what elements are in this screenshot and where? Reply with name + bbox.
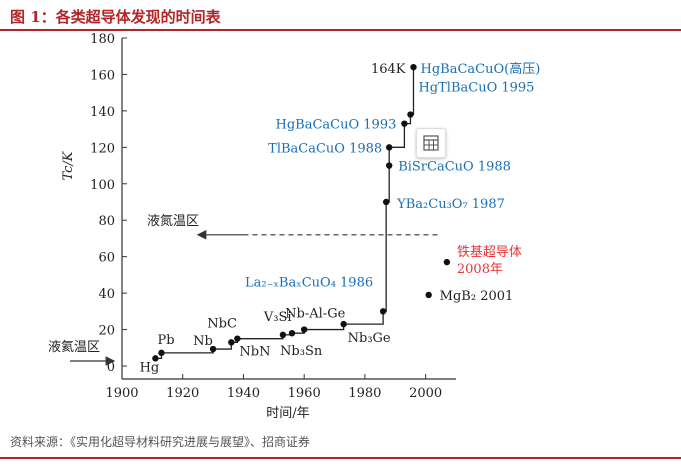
data-label: MgB₂ 2001 [440, 289, 514, 304]
data-point [443, 258, 451, 266]
data-label: Nb-Al-Ge [285, 307, 345, 322]
y-tick-label: 140 [90, 105, 115, 120]
x-axis-label: 时间/年 [266, 406, 309, 421]
record-point [234, 335, 241, 342]
record-step-line [155, 67, 415, 359]
record-point [407, 111, 414, 118]
title-divider [0, 29, 681, 31]
y-axis-label: Tc/K [61, 150, 76, 180]
data-label: HgTlBaCuO 1995 [418, 81, 534, 96]
figure-title: 图 1：各类超导体发现的时间表 [10, 8, 221, 26]
record-point [386, 162, 393, 169]
record-point [158, 349, 165, 357]
data-label: NbC [207, 316, 237, 331]
record-point [152, 355, 159, 362]
bottom-divider [0, 457, 681, 459]
source-note: 资料来源：《实用化超导材料研究进展与展望》、招商证券 [10, 435, 311, 449]
data-label: Nb [193, 334, 213, 349]
x-tick-label: 1900 [105, 386, 138, 401]
record-point [379, 308, 387, 315]
table-grid-icon [423, 135, 439, 151]
y-tick-label: 100 [90, 178, 115, 193]
record-point [401, 120, 408, 127]
data-label: 2008年 [457, 262, 503, 277]
data-label: BiSrCaCuO 1988 [398, 160, 511, 175]
data-label: Nb₃Sn [280, 344, 323, 359]
data-label: Pb [157, 333, 174, 348]
data-label: HgBaCaCuO 1993 [276, 118, 397, 133]
record-point [288, 330, 296, 337]
data-label: V₃Si [263, 310, 292, 325]
record-point [279, 331, 287, 339]
chart: 0 20 40 60 80 100 120 140 160 180 1900 1920 1940 1960… [48, 32, 540, 421]
y-tick-label: 120 [90, 141, 115, 156]
data-label: 铁基超导体 [457, 245, 522, 260]
record-point [209, 345, 217, 353]
record-point [300, 326, 308, 333]
data-label: YBa₂Cu₃O₇ 1987 [396, 197, 505, 212]
data-label: La₂₋ₓBaₓCuO₄ 1986 [245, 275, 373, 290]
record-point [386, 144, 393, 151]
y-tick-label: 40 [98, 287, 115, 302]
record-point [382, 198, 390, 206]
data-label: HgBaCaCuO(高压) [420, 61, 540, 77]
x-tick-label: 1960 [288, 386, 321, 401]
liquid-helium-label: 液氦温区 [48, 340, 100, 355]
data-label: 164K [371, 62, 406, 77]
table-view-button[interactable] [416, 128, 446, 158]
y-tick-label: 20 [98, 324, 115, 339]
data-label: Nb₃Ge [348, 331, 391, 346]
record-point [228, 339, 235, 346]
data-label: Hg [140, 360, 160, 375]
y-tick-label: 60 [98, 251, 115, 266]
x-tick-label: 2000 [409, 386, 442, 401]
data-label: TlBaCaCuO 1988 [268, 141, 382, 156]
x-tick-label: 1940 [227, 386, 260, 401]
data-label: NbN [239, 345, 270, 360]
y-tick-label: 160 [90, 68, 115, 83]
data-point [425, 291, 432, 299]
y-tick-label: 80 [98, 214, 115, 229]
x-tick-label: 1920 [166, 386, 199, 401]
record-point [340, 320, 347, 328]
liquid-nitrogen-label: 液氮温区 [147, 214, 199, 229]
x-tick-label: 1980 [348, 386, 381, 401]
y-tick-label: 0 [107, 360, 115, 375]
y-tick-label: 180 [90, 32, 115, 47]
record-point [410, 63, 417, 71]
